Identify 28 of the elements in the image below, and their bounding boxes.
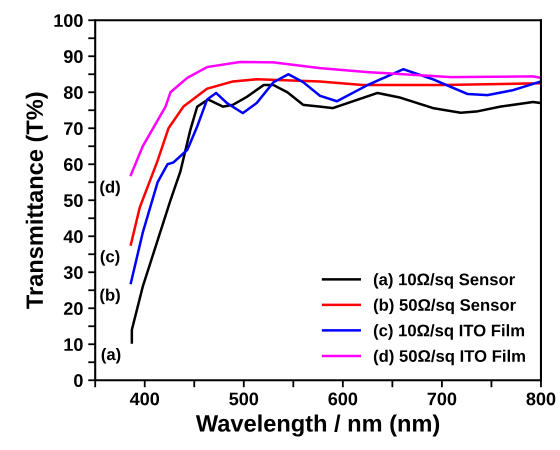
annotation: (c): [100, 250, 120, 266]
legend-label: (b) 50Ω/sq Sensor: [374, 298, 516, 314]
legend-label: (c) 10Ω/sq ITO Film: [374, 324, 524, 340]
y-tick-label: 90: [64, 50, 83, 63]
annotation: (d): [100, 180, 120, 196]
y-tick-label: 70: [64, 122, 83, 135]
y-tick-label: 10: [64, 338, 83, 351]
x-tick-label: 800: [526, 392, 556, 406]
y-tick-label: 50: [64, 194, 83, 207]
x-tick-label: 600: [328, 392, 358, 406]
annotation: (b): [100, 288, 120, 304]
y-tick-label: 40: [64, 230, 83, 243]
x-tick-label: 700: [428, 392, 456, 406]
y-tick-label: 100: [54, 14, 83, 27]
y-tick-label: 80: [64, 86, 83, 99]
y-tick-label: 30: [64, 266, 83, 279]
y-tick-label: 60: [64, 158, 83, 171]
y-tick-label: 0: [74, 374, 83, 387]
annotation: (a): [102, 348, 120, 364]
x-tick-label: 400: [130, 392, 160, 406]
legend-label: (a) 10Ω/sq Sensor: [374, 273, 515, 289]
legend-label: (d) 50Ω/sq ITO Film: [374, 350, 525, 366]
line-series: [130, 78, 541, 246]
y-tick-label: 20: [64, 302, 83, 315]
line-series: [130, 60, 541, 176]
x-tick-label: 500: [229, 392, 258, 406]
y-axis-title: Transmittance (T%): [26, 92, 48, 309]
x-axis-title: Wavelength / nm (nm): [196, 414, 440, 437]
